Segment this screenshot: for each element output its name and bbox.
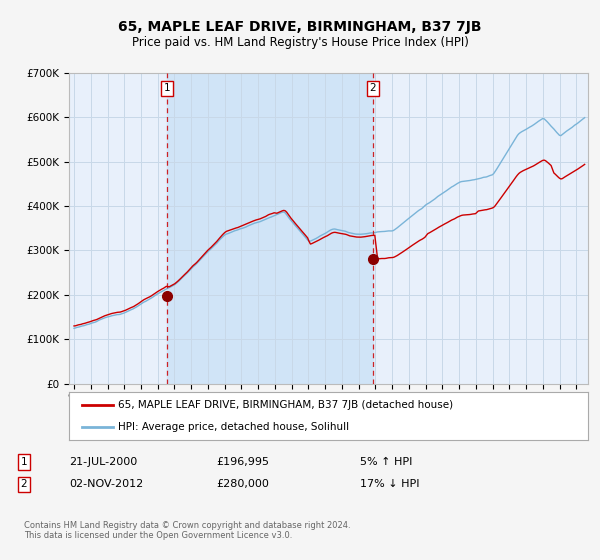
- Text: 2: 2: [20, 479, 28, 489]
- Text: 65, MAPLE LEAF DRIVE, BIRMINGHAM, B37 7JB: 65, MAPLE LEAF DRIVE, BIRMINGHAM, B37 7J…: [118, 20, 482, 34]
- Text: Contains HM Land Registry data © Crown copyright and database right 2024.
This d: Contains HM Land Registry data © Crown c…: [24, 521, 350, 540]
- Text: 65, MAPLE LEAF DRIVE, BIRMINGHAM, B37 7JB (detached house): 65, MAPLE LEAF DRIVE, BIRMINGHAM, B37 7J…: [118, 400, 454, 410]
- Text: 1: 1: [164, 83, 170, 94]
- Text: £196,995: £196,995: [216, 457, 269, 467]
- Text: 02-NOV-2012: 02-NOV-2012: [69, 479, 143, 489]
- Text: 2: 2: [370, 83, 376, 94]
- Text: HPI: Average price, detached house, Solihull: HPI: Average price, detached house, Soli…: [118, 422, 349, 432]
- Text: 5% ↑ HPI: 5% ↑ HPI: [360, 457, 412, 467]
- Text: 1: 1: [20, 457, 28, 467]
- Text: 21-JUL-2000: 21-JUL-2000: [69, 457, 137, 467]
- Text: £280,000: £280,000: [216, 479, 269, 489]
- Text: 17% ↓ HPI: 17% ↓ HPI: [360, 479, 419, 489]
- Bar: [167, 73, 373, 384]
- Text: Price paid vs. HM Land Registry's House Price Index (HPI): Price paid vs. HM Land Registry's House …: [131, 36, 469, 49]
